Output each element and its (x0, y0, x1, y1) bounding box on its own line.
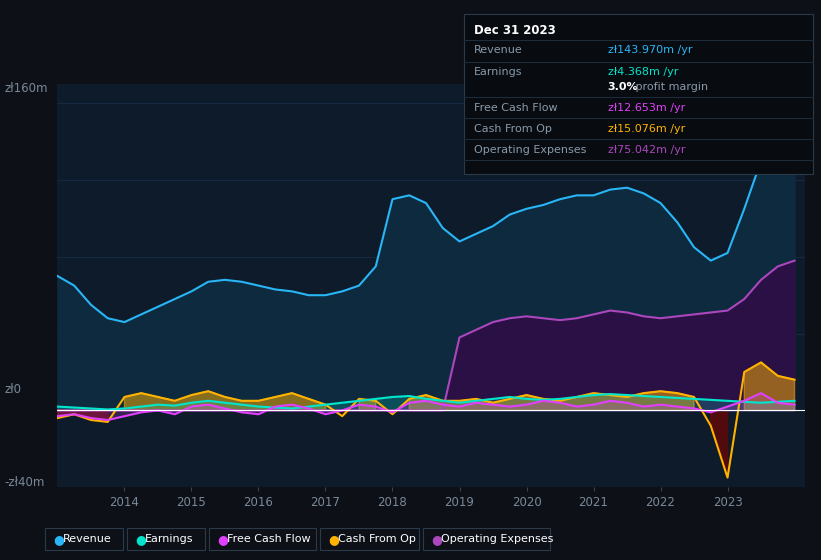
Text: Dec 31 2023: Dec 31 2023 (474, 24, 556, 38)
Text: zł0: zł0 (4, 382, 21, 396)
Text: Cash From Op: Cash From Op (474, 124, 552, 134)
Text: Cash From Op: Cash From Op (338, 534, 416, 544)
Text: zł143.970m /yr: zł143.970m /yr (608, 45, 692, 55)
Text: ●: ● (218, 533, 228, 546)
Text: Revenue: Revenue (474, 45, 522, 55)
Text: 3.0%: 3.0% (608, 82, 638, 92)
Text: Earnings: Earnings (145, 534, 194, 544)
Text: zł75.042m /yr: zł75.042m /yr (608, 145, 685, 155)
Text: zł15.076m /yr: zł15.076m /yr (608, 124, 685, 134)
Text: zł4.368m /yr: zł4.368m /yr (608, 67, 678, 77)
Text: ●: ● (53, 533, 64, 546)
Text: ●: ● (328, 533, 339, 546)
Text: Operating Expenses: Operating Expenses (441, 534, 553, 544)
Text: -zł40m: -zł40m (4, 476, 44, 489)
Text: zł12.653m /yr: zł12.653m /yr (608, 103, 685, 113)
Text: Free Cash Flow: Free Cash Flow (227, 534, 311, 544)
Text: ●: ● (431, 533, 442, 546)
Text: Revenue: Revenue (63, 534, 112, 544)
Text: Operating Expenses: Operating Expenses (474, 145, 586, 155)
Text: zł160m: zł160m (4, 82, 48, 95)
Text: ●: ● (135, 533, 146, 546)
Text: Earnings: Earnings (474, 67, 522, 77)
Text: profit margin: profit margin (632, 82, 709, 92)
Text: Free Cash Flow: Free Cash Flow (474, 103, 557, 113)
